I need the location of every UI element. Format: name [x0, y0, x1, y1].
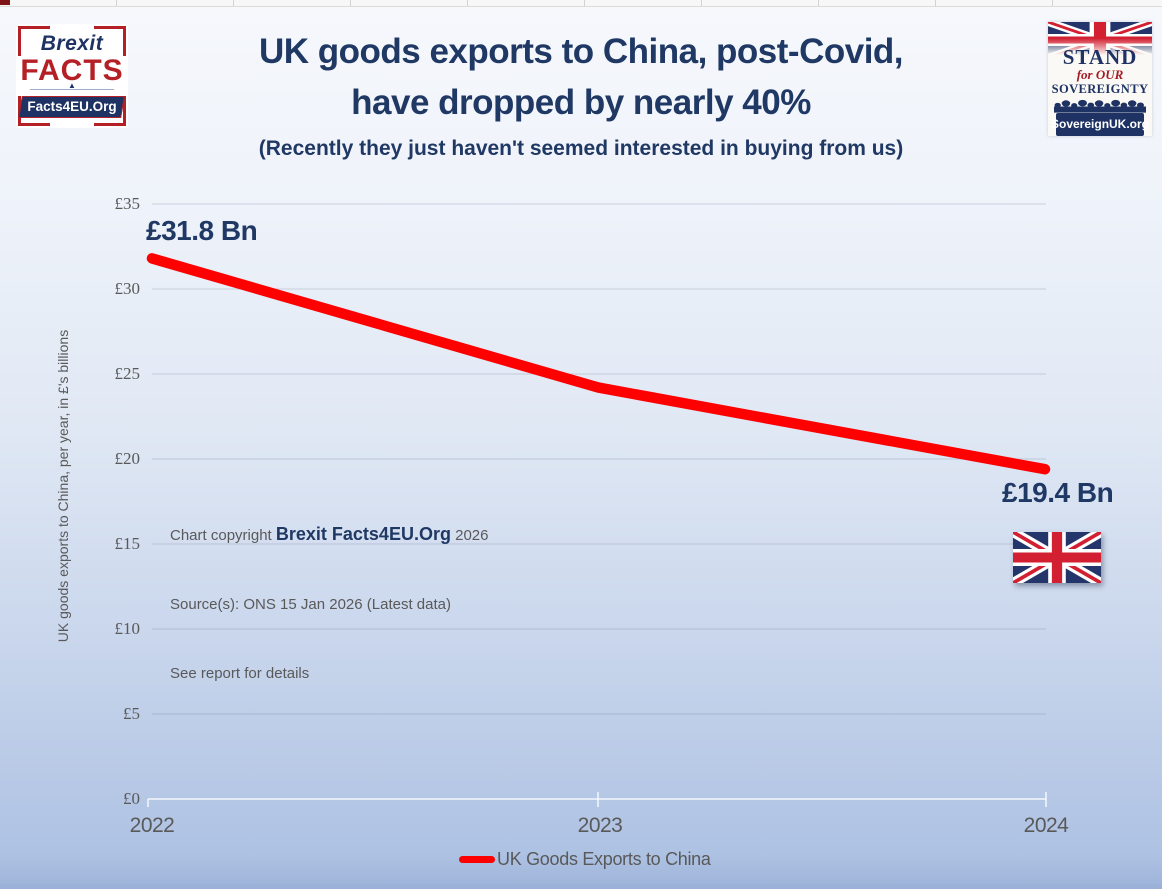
brexit-facts-logo: Brexit FACTS ▲ Facts4EU.Org	[16, 24, 128, 128]
y-tick-label: £20	[114, 449, 141, 468]
page-subtitle: (Recently they just haven't seemed inter…	[258, 137, 904, 160]
title-line2: have dropped by nearly 40%	[351, 83, 811, 122]
source-line: Source(s): ONS 15 Jan 2026 (Latest data)	[170, 596, 451, 613]
copyright-year: 2026	[450, 527, 489, 544]
sovereign-banner: SovereignUK.org	[1051, 112, 1149, 136]
y-axis-title: UK goods exports to China, per year, in …	[55, 329, 71, 643]
report-line: See report for details	[170, 665, 310, 682]
legend-label: UK Goods Exports to China	[497, 848, 711, 869]
legend-line-swatch	[459, 855, 495, 863]
sovereign-uk-logo: STAND for OUR SOVEREIGNTY SovereignUK.or…	[1048, 22, 1152, 136]
bottom-edge-strip	[0, 884, 1162, 889]
end-value-annotation: £19.4 Bn	[1002, 477, 1114, 508]
logo-banner-text: Facts4EU.Org	[27, 99, 117, 114]
chart-legend: UK Goods Exports to China	[459, 849, 711, 869]
corner-artifact	[0, 0, 10, 5]
spreadsheet-edge-strip	[0, 0, 1162, 7]
source-notes: Chart copyright Brexit Facts4EU.Org 2026…	[170, 477, 489, 731]
y-tick-label: £30	[114, 279, 141, 298]
sovereign-for-our-text: for OUR	[1076, 67, 1124, 82]
logo-frame-gap	[50, 122, 94, 128]
x-tick-label-2023: 2023	[577, 814, 623, 837]
y-tick-label: £35	[114, 194, 141, 213]
start-value-annotation: £31.8 Bn	[146, 215, 258, 246]
y-tick-label: £5	[123, 704, 140, 723]
logo-word-facts: FACTS	[20, 54, 124, 87]
x-tick-label-2024: 2024	[1023, 814, 1069, 837]
copyright-prefix: Chart copyright	[170, 527, 276, 544]
crowd-silhouette-icon	[1054, 99, 1146, 113]
union-jack-flag	[1048, 22, 1152, 58]
copyright-line: Chart copyright Brexit Facts4EU.Org 2026	[170, 523, 489, 547]
triangle-icon: ▲	[68, 81, 76, 90]
logo-frame-gap	[122, 56, 128, 96]
y-tick-label: £10	[114, 619, 141, 638]
page-title: UK goods exports to China, post-Covid, h…	[0, 26, 1162, 128]
union-jack-flag	[1013, 532, 1101, 583]
y-tick-label: £25	[114, 364, 141, 383]
copyright-brand: Brexit Facts4EU.Org	[275, 524, 451, 544]
y-tick-label: £0	[123, 789, 140, 808]
logo-divider: ▲	[30, 82, 114, 90]
logo-word-brexit: Brexit	[40, 32, 104, 55]
sovereign-stand-text: STAND	[1062, 45, 1138, 69]
logo-frame-gap	[16, 56, 22, 96]
chart-series-line	[146, 253, 1051, 475]
title-line1: UK goods exports to China, post-Covid,	[258, 32, 904, 71]
y-tick-label: £15	[114, 534, 141, 553]
union-jack-icon	[1013, 532, 1101, 583]
sovereign-sovereignty-text: SOVEREIGNTY	[1051, 82, 1149, 96]
x-tick-label-2022: 2022	[129, 814, 175, 837]
logo-frame-gap	[50, 24, 94, 30]
logo-content: Brexit FACTS ▲ Facts4EU.Org	[20, 32, 122, 120]
logo-banner: Facts4EU.Org	[20, 96, 123, 118]
sovereign-banner-text: SovereignUK.org	[1051, 117, 1150, 132]
